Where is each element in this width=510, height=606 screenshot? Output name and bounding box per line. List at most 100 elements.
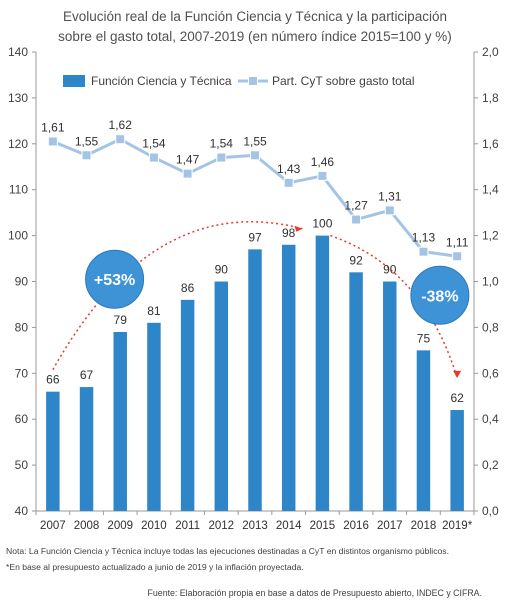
line-point bbox=[216, 152, 227, 163]
chart-title-line1: Evolución real de la Función Ciencia y T… bbox=[63, 9, 447, 24]
left-tick-label: 70 bbox=[15, 366, 29, 380]
arrow-increase-head bbox=[294, 225, 303, 232]
left-tick-label: 80 bbox=[15, 320, 29, 334]
left-tick-label: 110 bbox=[9, 183, 28, 197]
bar-value-label: 81 bbox=[147, 304, 161, 318]
line-point bbox=[351, 214, 362, 225]
right-tick-label: 0,0 bbox=[482, 504, 499, 518]
left-tick-label: 90 bbox=[15, 275, 29, 289]
line-value-label: 1,13 bbox=[412, 231, 436, 245]
right-tick-label: 2,0 bbox=[482, 45, 499, 59]
x-tick-label: 2015 bbox=[310, 520, 336, 532]
bar-value-label: 79 bbox=[114, 313, 128, 327]
line-value-label: 1,54 bbox=[210, 137, 234, 151]
left-tick-label: 60 bbox=[15, 412, 29, 426]
right-tick-label: 0,6 bbox=[482, 366, 499, 380]
bar bbox=[248, 249, 262, 511]
line-value-label: 1,62 bbox=[109, 118, 133, 132]
chart-source: Fuente: Elaboración propia en base a dat… bbox=[147, 588, 482, 598]
line-point bbox=[47, 136, 58, 147]
decrease-label: -38% bbox=[421, 288, 458, 305]
right-tick-label: 0,8 bbox=[482, 320, 499, 334]
bar bbox=[416, 350, 431, 511]
chart-title-line2: sobre el gasto total, 2007-2019 (en núme… bbox=[58, 29, 452, 44]
decrease-bubble bbox=[410, 265, 470, 325]
line-value-label: 1,46 bbox=[311, 155, 335, 169]
line-point bbox=[148, 152, 159, 163]
bar bbox=[79, 387, 94, 511]
bar-value-label: 62 bbox=[450, 391, 464, 405]
x-tick-label: 2009 bbox=[107, 520, 133, 532]
bar bbox=[315, 235, 330, 511]
bar bbox=[214, 281, 229, 511]
left-tick-label: 100 bbox=[8, 229, 28, 243]
x-tick-label: 2014 bbox=[276, 520, 302, 532]
line-value-label: 1,61 bbox=[41, 121, 65, 135]
bar-value-label: 100 bbox=[312, 217, 332, 231]
right-tick-label: 1,4 bbox=[482, 183, 499, 197]
chart-footnote: *En base al presupuesto actualizado a ju… bbox=[6, 562, 304, 572]
bar-value-label: 75 bbox=[417, 331, 431, 345]
line-value-label: 1,55 bbox=[243, 134, 267, 148]
line-point bbox=[115, 134, 126, 145]
bar bbox=[46, 391, 60, 511]
right-tick-label: 1,2 bbox=[482, 229, 499, 243]
x-tick-label: 2008 bbox=[74, 520, 100, 532]
arrow-increase bbox=[52, 221, 303, 371]
bar-value-label: 92 bbox=[349, 253, 363, 267]
line-point bbox=[452, 251, 463, 262]
line-value-label: 1,11 bbox=[446, 235, 469, 249]
bar-value-label: 97 bbox=[248, 230, 262, 244]
bar bbox=[180, 299, 195, 511]
bar bbox=[383, 281, 397, 511]
line-point bbox=[182, 168, 193, 179]
left-tick-label: 120 bbox=[8, 137, 28, 151]
legend-line-label: Part. CyT sobre gasto total bbox=[272, 74, 415, 88]
left-tick-label: 130 bbox=[8, 91, 28, 105]
bar-value-label: 90 bbox=[383, 263, 397, 277]
line-point bbox=[283, 177, 294, 188]
line-value-label: 1,55 bbox=[75, 134, 99, 148]
bar-value-label: 66 bbox=[46, 373, 60, 387]
arrow-decrease-head bbox=[453, 370, 462, 378]
bar-value-label: 67 bbox=[80, 368, 94, 382]
line-point bbox=[418, 246, 429, 257]
x-tick-label: 2019* bbox=[442, 520, 473, 532]
right-tick-label: 1,8 bbox=[482, 91, 499, 105]
x-tick-label: 2013 bbox=[242, 520, 268, 532]
x-tick-label: 2007 bbox=[40, 520, 66, 532]
increase-bubble bbox=[85, 249, 145, 309]
line-point bbox=[317, 170, 328, 181]
line-value-label: 1,43 bbox=[277, 162, 301, 176]
line-value-label: 1,54 bbox=[142, 137, 166, 151]
line-value-label: 1,31 bbox=[378, 189, 402, 203]
legend-bar-label: Función Ciencia y Técnica bbox=[91, 74, 232, 88]
x-tick-label: 2012 bbox=[209, 520, 235, 532]
x-tick-label: 2011 bbox=[175, 520, 200, 532]
x-tick-label: 2010 bbox=[141, 520, 167, 532]
x-tick-label: 2016 bbox=[343, 520, 369, 532]
x-tick-label: 2017 bbox=[377, 520, 403, 532]
line-point bbox=[81, 150, 92, 161]
bar bbox=[349, 272, 363, 511]
bar-value-label: 90 bbox=[215, 263, 229, 277]
left-tick-label: 140 bbox=[8, 45, 28, 59]
bar bbox=[147, 322, 161, 511]
bar-value-label: 98 bbox=[282, 226, 296, 240]
left-tick-label: 40 bbox=[15, 504, 29, 518]
line-value-label: 1,27 bbox=[344, 199, 368, 213]
arrow-decrease bbox=[330, 234, 458, 379]
right-tick-label: 1,6 bbox=[482, 137, 499, 151]
bar bbox=[113, 331, 127, 511]
line-point bbox=[384, 205, 395, 216]
line-value-label: 1,47 bbox=[176, 153, 200, 167]
legend-line-marker bbox=[248, 76, 258, 86]
bar bbox=[450, 410, 464, 511]
x-tick-label: 2018 bbox=[411, 520, 437, 532]
increase-label: +53% bbox=[94, 272, 135, 289]
bar bbox=[281, 244, 296, 511]
right-tick-label: 0,2 bbox=[482, 458, 499, 472]
right-tick-label: 0,4 bbox=[482, 412, 499, 426]
